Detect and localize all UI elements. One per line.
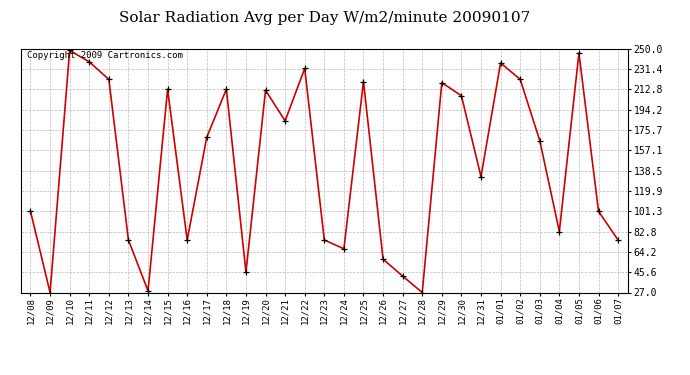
Text: Solar Radiation Avg per Day W/m2/minute 20090107: Solar Radiation Avg per Day W/m2/minute … xyxy=(119,11,530,25)
Text: Copyright 2009 Cartronics.com: Copyright 2009 Cartronics.com xyxy=(27,51,183,60)
